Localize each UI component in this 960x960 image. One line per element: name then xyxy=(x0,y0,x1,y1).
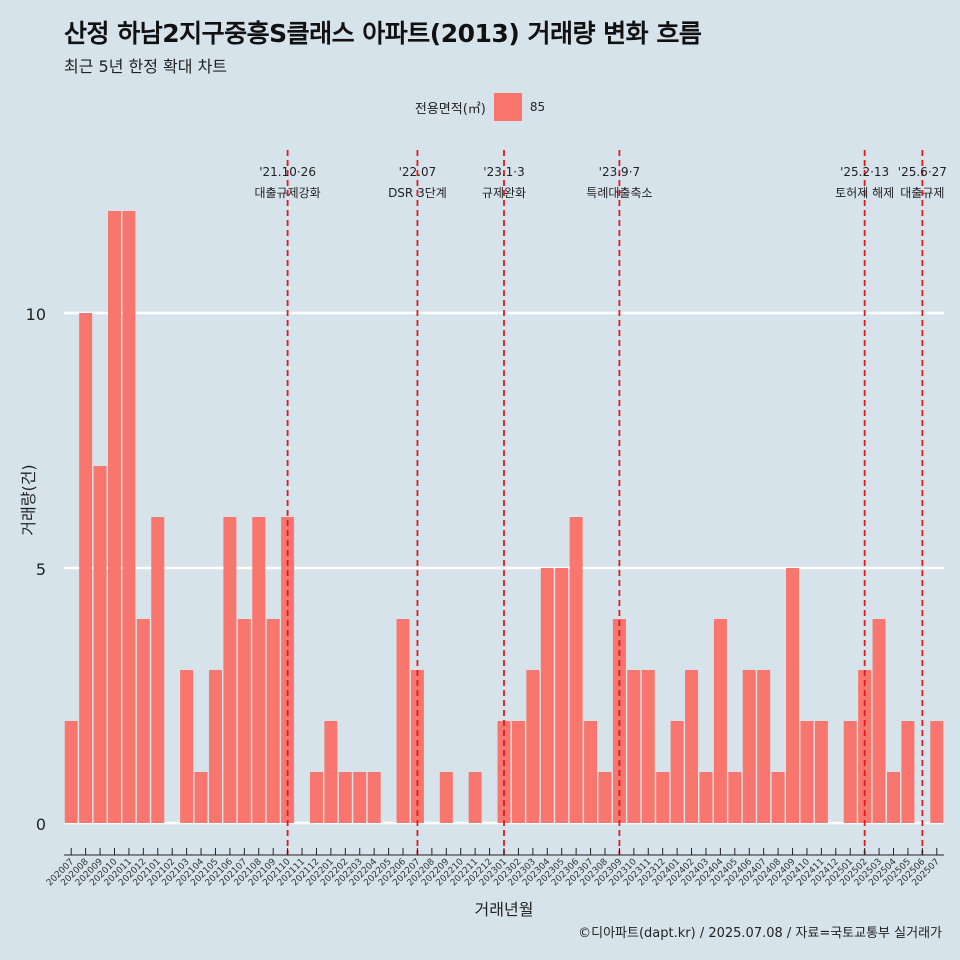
bar xyxy=(757,670,771,823)
legend-swatch xyxy=(493,93,522,121)
bar xyxy=(843,721,857,823)
y-tick-label: 0 xyxy=(36,815,46,834)
event-layer: '21.10·26 대출규제강화 '22.07 DSR 3단계 '23.1·3 규제완화 '… xyxy=(254,150,947,855)
bar xyxy=(439,772,453,823)
bar xyxy=(396,619,410,823)
bar xyxy=(540,568,554,823)
event-date-label: '25.6·27 xyxy=(898,165,947,179)
bar xyxy=(713,619,727,823)
bar xyxy=(742,670,756,823)
bar xyxy=(410,670,424,823)
bar xyxy=(569,517,583,823)
bar xyxy=(194,772,208,823)
y-axis-title: 거래량(건) xyxy=(19,464,38,535)
bar xyxy=(699,772,713,823)
bar xyxy=(685,670,699,823)
bar xyxy=(252,517,266,823)
event-date-label: '23.1·3 xyxy=(483,165,524,179)
chart-subtitle: 최근 5년 한정 확대 차트 xyxy=(64,57,228,76)
event-policy-label: DSR 3단계 xyxy=(388,186,447,200)
bar xyxy=(468,772,482,823)
bar xyxy=(901,721,915,823)
event-date-label: '23.9·7 xyxy=(599,165,640,179)
event-policy-label: 토허제 해제 xyxy=(835,186,894,200)
x-axis-title: 거래년월 xyxy=(475,900,534,919)
caption: ©디아파트(dapt.kr) / 2025.07.08 / 자료=국토교통부 실… xyxy=(578,926,942,941)
bar xyxy=(887,772,900,823)
bar xyxy=(367,772,381,823)
bar xyxy=(136,619,150,823)
bar xyxy=(814,721,828,823)
bar xyxy=(771,772,785,823)
bar xyxy=(108,211,121,823)
bar xyxy=(309,772,323,823)
bar xyxy=(79,313,93,823)
bar xyxy=(64,721,78,823)
bar xyxy=(641,670,655,823)
bar xyxy=(180,670,194,823)
bar xyxy=(872,619,886,823)
bar xyxy=(627,670,641,823)
bar xyxy=(338,772,352,823)
bar xyxy=(526,670,540,823)
bar xyxy=(208,670,222,823)
bar-layer xyxy=(64,211,944,823)
event-date-label: '22.07 xyxy=(399,165,437,179)
bar xyxy=(858,670,872,823)
bar xyxy=(122,211,136,823)
legend: 전용면적(㎡) 85 xyxy=(0,92,960,122)
bar xyxy=(93,466,107,823)
chart-title: 산정 하남2지구중흥S클래스 아파트(2013) 거래량 변화 흐름 xyxy=(64,19,702,48)
bar xyxy=(598,772,612,823)
bar xyxy=(800,721,814,823)
legend-title: 전용면적(㎡) xyxy=(414,101,486,117)
bar xyxy=(656,772,670,823)
y-tick-label: 5 xyxy=(36,560,46,579)
event-policy-label: 대출규제강화 xyxy=(254,186,320,200)
bar xyxy=(324,721,338,823)
bar xyxy=(584,721,598,823)
legend-label: 85 xyxy=(529,100,546,114)
event-policy-label: 규제완화 xyxy=(482,186,526,200)
y-tick-label: 10 xyxy=(26,305,46,324)
bar xyxy=(786,568,800,823)
event-date-label: '25.2·13 xyxy=(840,165,889,179)
bar xyxy=(237,619,251,823)
bar xyxy=(555,568,569,823)
event-policy-label: 대출규제 xyxy=(900,186,944,200)
bar xyxy=(266,619,280,823)
bar xyxy=(151,517,165,823)
bar xyxy=(930,721,944,823)
event-policy-label: 특례대출축소 xyxy=(586,186,652,200)
bar xyxy=(511,721,525,823)
bar xyxy=(728,772,742,823)
bar xyxy=(223,517,237,823)
event-date-label: '21.10·26 xyxy=(259,165,316,179)
bar xyxy=(353,772,367,823)
bar xyxy=(670,721,684,823)
